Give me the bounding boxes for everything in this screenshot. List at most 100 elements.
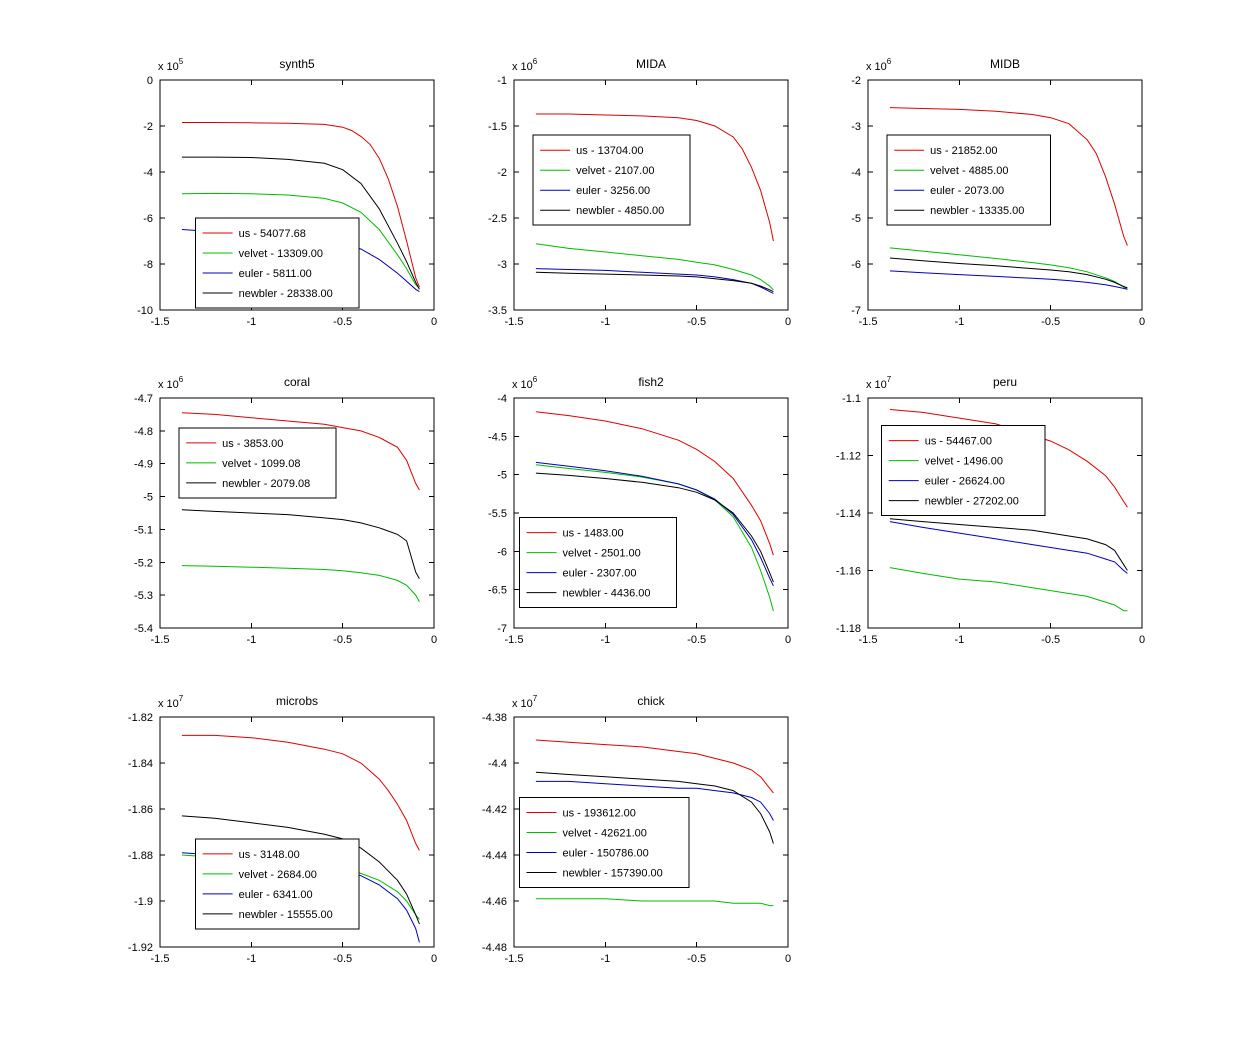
svg-text:-6: -6 <box>851 259 861 271</box>
legend: us - 3148.00 velvet - 2684.00 euler - 6341… <box>195 838 360 930</box>
svg-text:-1: -1 <box>246 953 256 965</box>
series-line-euler <box>535 268 774 294</box>
chart-title: fish2 <box>638 375 664 389</box>
svg-text:-1.1: -1.1 <box>842 393 861 405</box>
series-line-velvet <box>535 243 774 291</box>
svg-text:0: 0 <box>431 634 437 646</box>
legend-entry-label: velvet - 2501.00 <box>562 548 640 560</box>
legend-entry-label: us - 13704.00 <box>576 145 643 157</box>
svg-text:-4: -4 <box>851 167 861 179</box>
chart-title: microbs <box>276 694 318 708</box>
series-line-newbler <box>889 518 1128 571</box>
axis-ticks <box>513 397 789 629</box>
legend-entry-label: euler - 2073.00 <box>930 185 1004 197</box>
svg-text:-4.46: -4.46 <box>482 896 507 908</box>
svg-text:-3.5: -3.5 <box>488 305 507 317</box>
series-line-euler <box>535 461 774 587</box>
series-line-us <box>889 107 1128 246</box>
svg-text:-1: -1 <box>954 316 964 328</box>
svg-text:-6: -6 <box>497 546 507 558</box>
axis-tick-labels: -1.5 -1 -0.5 0 -4 -4.5 -5 -5.5 -6 -6.5 -7 <box>488 393 791 646</box>
svg-text:-5.1: -5.1 <box>134 524 153 536</box>
svg-text:0: 0 <box>431 953 437 965</box>
svg-text:-1.5: -1.5 <box>859 316 878 328</box>
svg-text:-1: -1 <box>246 634 256 646</box>
legend-entry-label: us - 54467.00 <box>925 436 992 448</box>
chart-svg: -1.5 -1 -0.5 0 -4.7 -4.8 -4.9 -5 -5.1 -5.2 -5.3 -5.… <box>134 375 437 646</box>
chart-title: MIDA <box>636 57 666 71</box>
svg-text:-3: -3 <box>851 121 861 133</box>
y-axis-exponent-label: x 106 <box>158 375 184 391</box>
series-line-newbler <box>535 472 774 583</box>
svg-text:-1.5: -1.5 <box>505 316 524 328</box>
axis-ticks <box>513 716 789 948</box>
legend-entry-label: euler - 5811.00 <box>239 268 312 280</box>
y-axis-exponent-label: x 105 <box>158 57 184 73</box>
series-line-newbler <box>181 509 420 579</box>
chart-svg: -1.5 -1 -0.5 0 -1.82 -1.84 -1.86 -1.88 -1.9 -1.92… <box>128 694 437 965</box>
legend-entry-label: us - 3148.00 <box>239 849 300 861</box>
axis-ticks <box>159 79 435 311</box>
legend: us - 21852.00 velvet - 4885.00 euler - 207… <box>886 134 1051 226</box>
series-line-velvet <box>181 565 420 602</box>
svg-text:-1.5: -1.5 <box>859 634 878 646</box>
chart-title: MIDB <box>990 57 1020 71</box>
chart-midb: -1.5 -1 -0.5 0 -2 -3 -4 -5 -6 -7 MIDB x 106 us - 218… <box>808 40 1158 340</box>
series-line-us <box>535 411 774 556</box>
series-line-velvet <box>889 567 1128 612</box>
chart-title: coral <box>284 375 310 389</box>
chart-title: chick <box>637 694 665 708</box>
axis-ticks <box>159 716 435 948</box>
legend-entry-label: us - 21852.00 <box>930 145 997 157</box>
axis-ticks <box>867 397 1143 629</box>
svg-text:-7: -7 <box>851 305 861 317</box>
svg-text:-4.9: -4.9 <box>134 459 153 471</box>
series-line-us <box>535 113 774 242</box>
series-line-euler <box>889 521 1128 574</box>
series-line-euler <box>535 780 774 821</box>
legend-entry-label: newbler - 157390.00 <box>562 868 662 880</box>
svg-text:-1: -1 <box>600 316 610 328</box>
svg-text:-0.5: -0.5 <box>1041 634 1060 646</box>
svg-text:-1.18: -1.18 <box>836 623 861 635</box>
svg-text:-4.38: -4.38 <box>482 712 507 724</box>
svg-text:-4.48: -4.48 <box>482 942 507 954</box>
svg-text:0: 0 <box>785 634 791 646</box>
y-axis-exponent-label: x 107 <box>866 375 892 391</box>
legend-entry-label: euler - 6341.00 <box>239 889 313 901</box>
svg-text:-6: -6 <box>143 213 153 225</box>
svg-text:0: 0 <box>1139 316 1145 328</box>
svg-text:-0.5: -0.5 <box>687 953 706 965</box>
svg-text:-5.4: -5.4 <box>134 623 153 635</box>
svg-text:0: 0 <box>785 316 791 328</box>
legend-entry-label: newbler - 15555.00 <box>239 909 333 921</box>
svg-text:-0.5: -0.5 <box>333 634 352 646</box>
svg-text:-7: -7 <box>497 623 507 635</box>
svg-text:-1: -1 <box>954 634 964 646</box>
series-line-velvet <box>181 192 420 289</box>
axis-tick-labels: -1.5 -1 -0.5 0 0 -2 -4 -6 -8 -10 <box>137 75 437 328</box>
chart-coral: -1.5 -1 -0.5 0 -4.7 -4.8 -4.9 -5 -5.1 -5.2 -5.3 -5.… <box>100 358 450 658</box>
svg-text:-5.2: -5.2 <box>134 557 153 569</box>
svg-text:-0.5: -0.5 <box>687 316 706 328</box>
svg-text:-1.86: -1.86 <box>128 804 153 816</box>
svg-text:-4.5: -4.5 <box>488 431 507 443</box>
series-line-us <box>889 409 1128 508</box>
legend-entry-label: velvet - 1496.00 <box>925 456 1003 468</box>
axis-ticks <box>513 79 789 311</box>
svg-text:-4.7: -4.7 <box>134 393 153 405</box>
svg-text:-5: -5 <box>497 470 507 482</box>
legend-entry-label: us - 1483.00 <box>562 528 623 540</box>
svg-text:-1.5: -1.5 <box>505 953 524 965</box>
svg-text:-1.14: -1.14 <box>836 508 861 520</box>
chart-microbs: -1.5 -1 -0.5 0 -1.82 -1.84 -1.86 -1.88 -1.9 -1.92… <box>100 677 450 977</box>
legend-entry-label: euler - 2307.00 <box>562 568 636 580</box>
svg-text:-1.16: -1.16 <box>836 566 861 578</box>
legend-entry-label: velvet - 2684.00 <box>239 869 317 881</box>
svg-text:-1: -1 <box>600 953 610 965</box>
legend-entry-label: newbler - 2079.08 <box>222 478 310 490</box>
svg-text:-10: -10 <box>137 305 153 317</box>
svg-text:-4: -4 <box>143 167 153 179</box>
series-line-newbler <box>535 271 774 293</box>
